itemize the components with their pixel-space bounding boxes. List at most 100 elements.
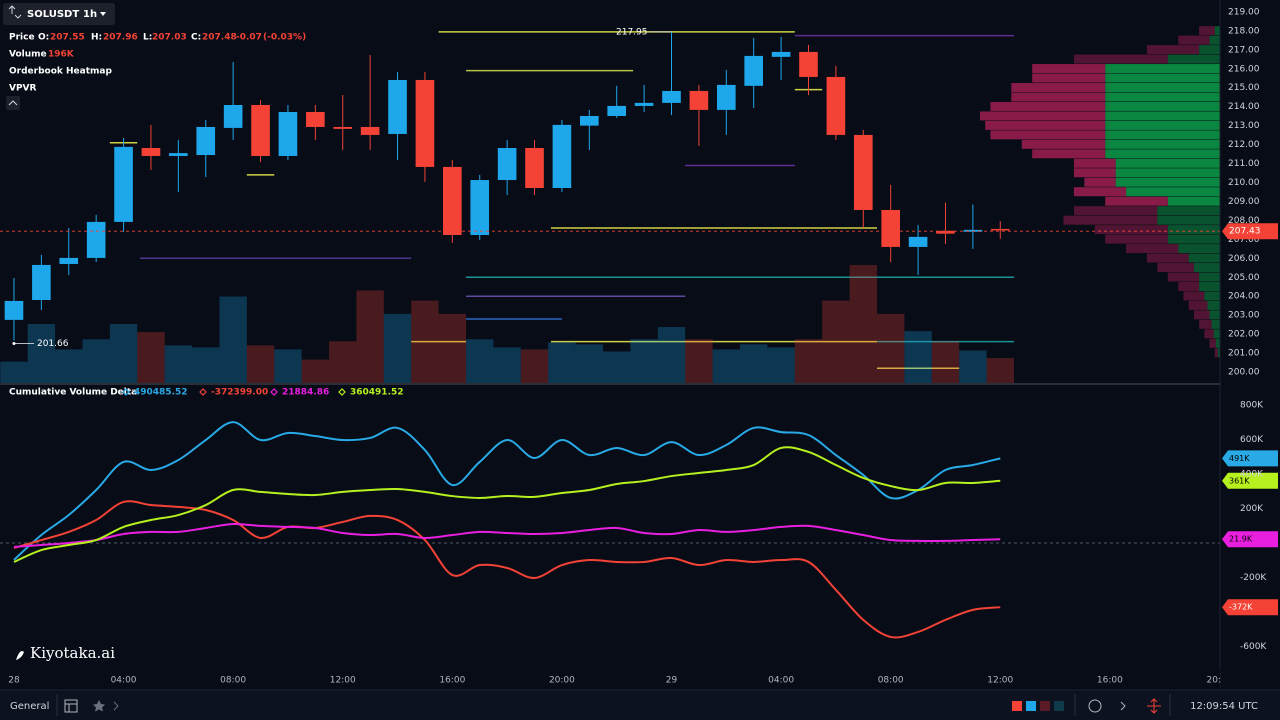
volume-bar [0, 361, 28, 383]
cvd-tag [1222, 599, 1278, 616]
vpvr-buy [1105, 73, 1220, 83]
vpvr-sell [1209, 338, 1216, 348]
volume-bar [55, 349, 83, 383]
vpvr-sell [1214, 348, 1218, 358]
candle-body [114, 146, 133, 222]
vpvr-sell [1157, 263, 1194, 273]
x-tick-label: 08:00 [220, 676, 246, 686]
symbol-box[interactable] [3, 3, 115, 25]
vpvr-sell [1032, 64, 1106, 74]
vpvr-buy [1115, 168, 1220, 178]
candle-body [4, 300, 24, 320]
legend-c: C: [191, 33, 201, 43]
vpvr-sell [1167, 272, 1200, 282]
candle-body [799, 51, 818, 77]
layout-swatch-2[interactable] [1026, 701, 1036, 711]
vpvr-buy [1209, 310, 1220, 320]
replay-icon[interactable] [1088, 699, 1102, 713]
low-label: 201.66 [37, 339, 69, 349]
interval-caret[interactable] [100, 12, 106, 16]
volume-bar [630, 339, 658, 383]
candle-body [415, 79, 435, 167]
x-tick-label: 04:00 [768, 676, 794, 686]
legend-heatmap: Orderbook Heatmap [9, 67, 112, 77]
interval[interactable]: 1h [83, 9, 97, 20]
volume-bar [767, 347, 795, 383]
low-dot [12, 342, 16, 346]
y-tick-label: 218.00 [1228, 26, 1260, 36]
layout-swatch-4[interactable] [1054, 701, 1064, 711]
y-tick-label: 214.00 [1228, 102, 1260, 112]
volume-bar [603, 351, 631, 383]
legend-icon [199, 388, 207, 396]
volume-bar [520, 349, 549, 383]
y-tick-label: 200K [1240, 504, 1264, 514]
vpvr-buy [1157, 215, 1220, 225]
volume-bar [466, 339, 494, 383]
crosshair-icon[interactable] [1147, 698, 1161, 714]
y-tick-label: 207.00 [1228, 235, 1260, 245]
vpvr-sell [1193, 310, 1210, 320]
cvd-line [13, 446, 1001, 563]
candle-body [853, 134, 873, 210]
volume-bar [740, 344, 768, 383]
footer [0, 690, 1280, 720]
layout-icon[interactable] [64, 699, 78, 713]
cvd-tag [1222, 472, 1278, 489]
axes: 200.00 201.00 202.00 203.00 204.00 205.00 206.… [0, 0, 1278, 690]
clock: 12:09:54 UTC [1190, 701, 1258, 712]
footer-tab[interactable]: General [10, 701, 49, 712]
cvd-pane [0, 421, 1220, 639]
legend-l: L: [143, 33, 152, 43]
vpvr-buy [1105, 92, 1220, 102]
vpvr-buy [1207, 300, 1220, 310]
candle-body [141, 148, 161, 156]
vpvr-buy [1115, 158, 1220, 168]
vpvr-sell [1084, 177, 1116, 187]
y-tick-label: 200.00 [1228, 368, 1260, 378]
chevron[interactable] [113, 701, 119, 711]
y-tick-label: 600K [1240, 435, 1264, 445]
layout-swatch-3[interactable] [1040, 701, 1050, 711]
watermark: Kiyotaka.ai [30, 644, 115, 662]
vpvr-buy [1178, 244, 1220, 254]
volume-bar [301, 359, 330, 383]
x-tick-label: 16:00 [439, 676, 465, 686]
volume-bar [109, 324, 138, 383]
forward-icon[interactable] [1120, 701, 1126, 711]
y-tick-label: 201.00 [1228, 349, 1260, 359]
y-tick-label: -200K [1240, 573, 1267, 583]
legend-change-pct: (-0.03%) [263, 33, 306, 43]
vpvr-buy [1217, 348, 1220, 358]
candle-body [278, 112, 298, 156]
cvd-tag [1222, 531, 1278, 548]
x-tick-label: 20:00 [1206, 676, 1232, 686]
x-tick-label: 08:00 [878, 676, 904, 686]
candle-body [525, 148, 544, 188]
candle-body [990, 228, 1010, 231]
layout-swatch-1[interactable] [1012, 701, 1022, 711]
cvd-line [13, 522, 1001, 548]
time-axis-bg [0, 668, 1220, 690]
vpvr-sell [1199, 319, 1212, 329]
volume-bar [27, 324, 56, 383]
candle-body [908, 236, 928, 247]
volume-bar [219, 296, 247, 383]
x-tick-label: 12:00 [987, 676, 1013, 686]
vpvr-sell [1073, 54, 1168, 64]
vpvr-buy [1199, 281, 1220, 291]
cvd-tag-label: 361K [1229, 476, 1250, 485]
volume-bar [575, 344, 604, 383]
vpvr-sell [1146, 253, 1189, 263]
volume-bar [137, 332, 165, 383]
vpvr-buy [1105, 64, 1220, 74]
candle-body [634, 102, 654, 106]
favorite-icon[interactable] [93, 700, 105, 712]
collapse-icon [8, 100, 18, 106]
collapse-button[interactable] [6, 96, 20, 110]
candle-body [388, 79, 407, 134]
y-tick-label: 212.00 [1228, 140, 1260, 150]
legend-volume: Volume [9, 50, 47, 60]
cvd-tag-label: -372K [1229, 603, 1253, 612]
vpvr-sell [1021, 139, 1106, 149]
